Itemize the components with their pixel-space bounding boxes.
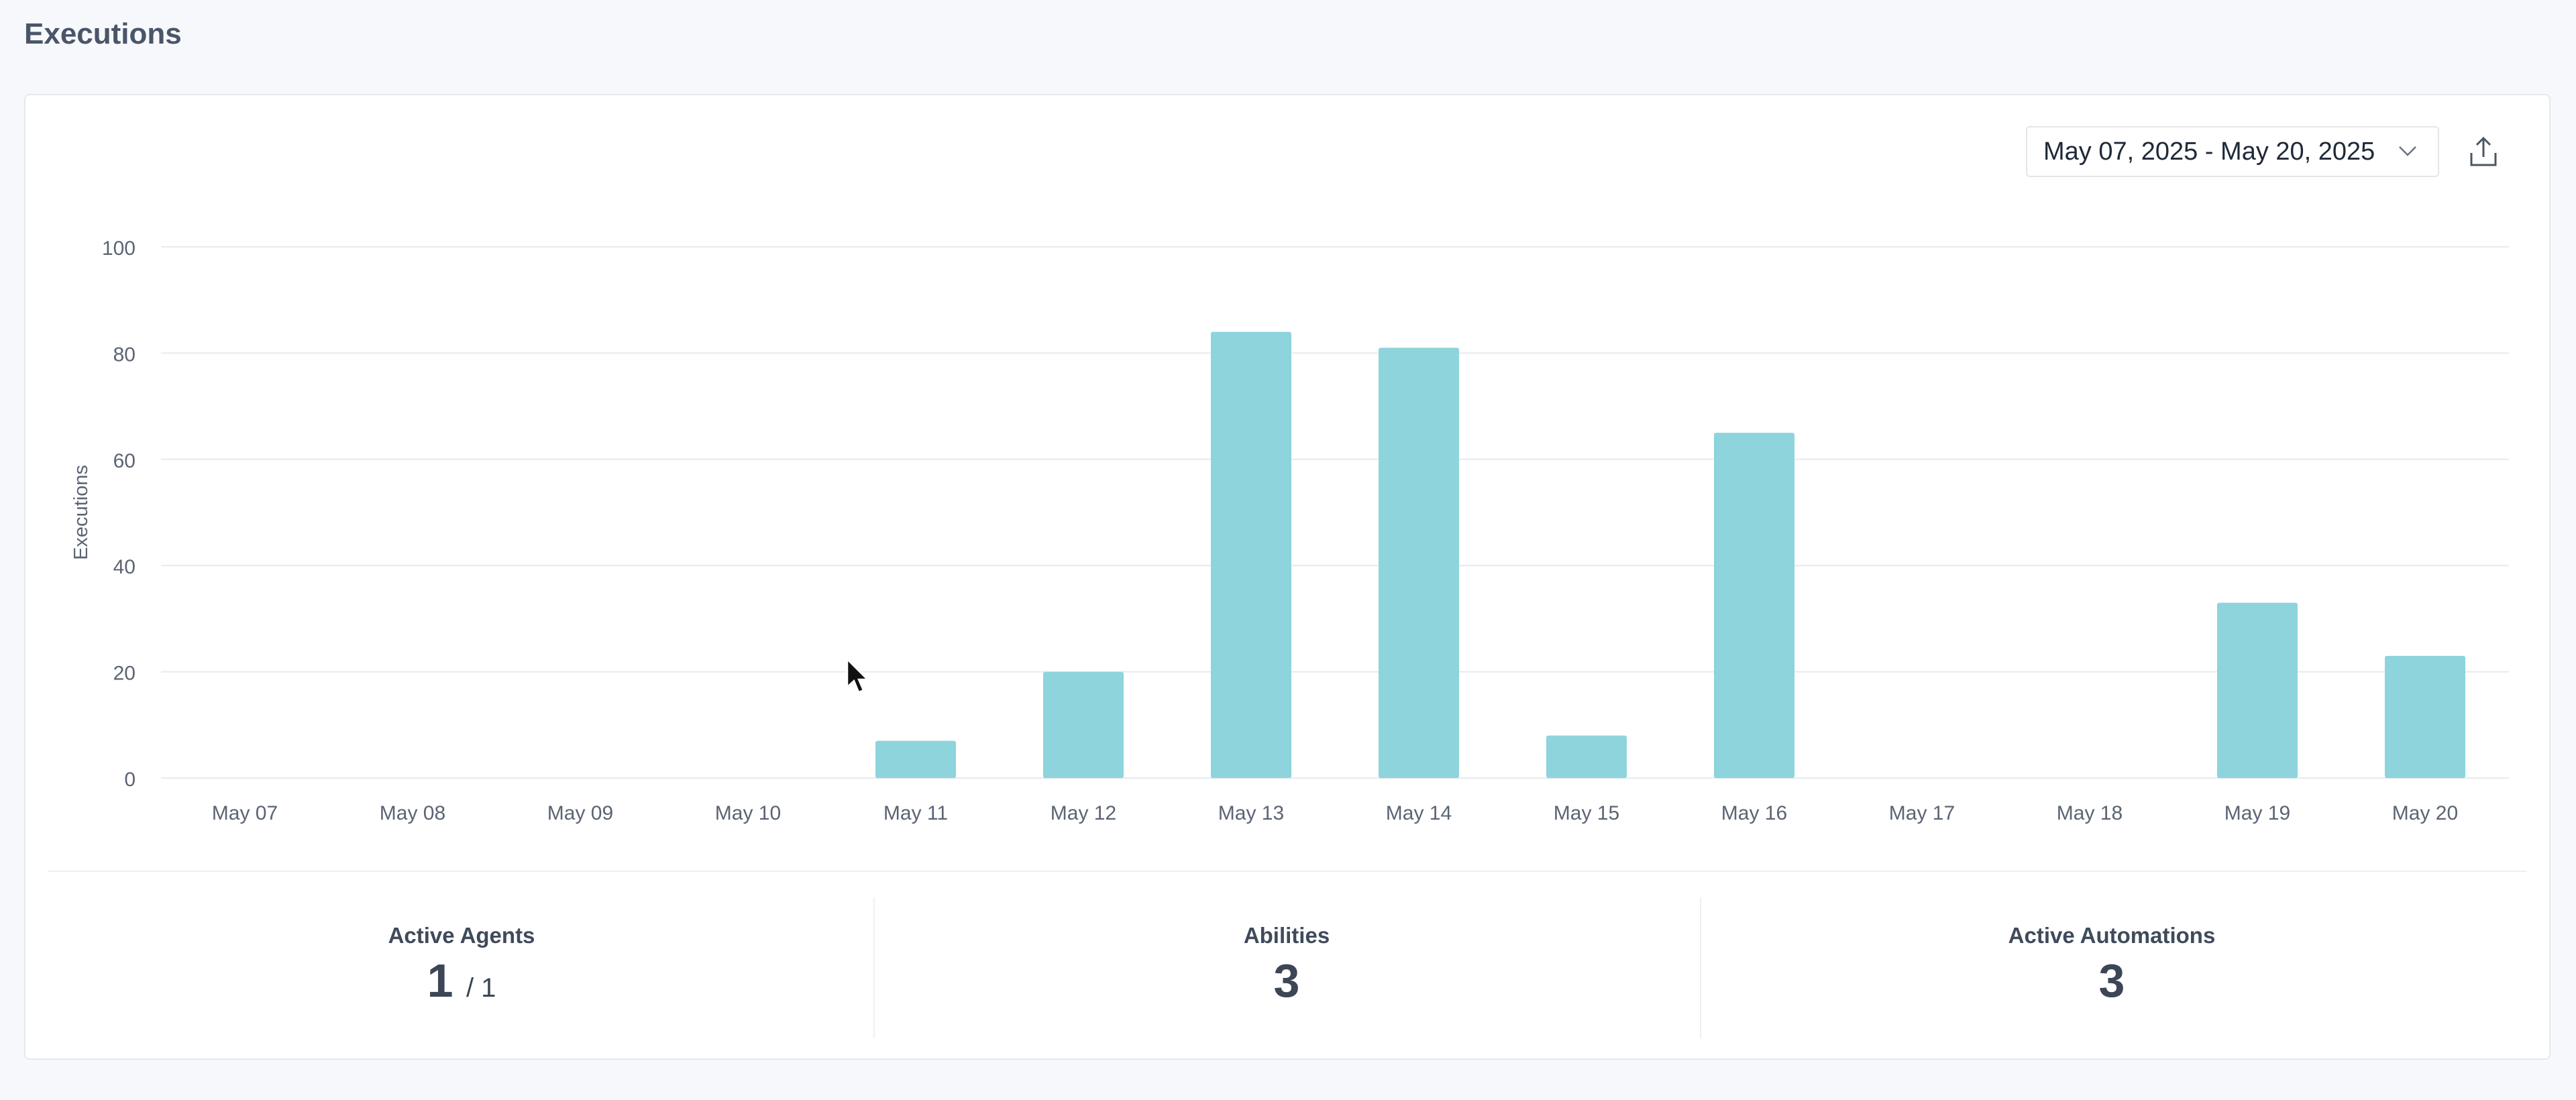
bar-may-14: [1379, 347, 1459, 778]
stat-value: 1 / 1: [126, 954, 797, 1007]
bar-may-16: [1714, 433, 1794, 778]
x-tick-label: May 19: [2224, 802, 2290, 824]
bar-may-11: [875, 740, 956, 778]
x-tick-label: May 09: [547, 802, 613, 824]
stats-divider: [48, 871, 2526, 872]
x-tick-label: May 11: [883, 802, 948, 824]
page-title: Executions: [24, 17, 182, 50]
bar-may-15: [1546, 735, 1627, 778]
stats-column-divider: [1700, 897, 1701, 1038]
stat-label: Active Agents: [388, 923, 535, 948]
stat-active-agents: Active Agents 1 / 1: [126, 923, 797, 1007]
x-tick-label: May 18: [2057, 802, 2123, 824]
x-tick-label: May 16: [1721, 802, 1787, 824]
date-range-value: May 07, 2025 - May 20, 2025: [2043, 137, 2375, 166]
export-upload-icon: [2470, 136, 2497, 166]
y-tick-label: 60: [113, 450, 136, 472]
date-range-picker[interactable]: May 07, 2025 - May 20, 2025: [2026, 126, 2439, 177]
x-tick-label: May 13: [1218, 802, 1284, 824]
export-button[interactable]: [2466, 131, 2501, 172]
y-tick-label: 20: [113, 663, 136, 685]
executions-bar-chart: 0 20 40 60 80 100 Executions May 07 May 08 May 09…: [70, 237, 2509, 824]
x-tick-label: May 15: [1554, 802, 1619, 824]
bar-may-13: [1211, 331, 1291, 779]
x-tick-label: May 20: [2392, 802, 2458, 824]
y-axis-label: Executions: [70, 465, 92, 560]
y-tick-label: 80: [113, 343, 136, 366]
x-tick-label: May 14: [1386, 802, 1452, 824]
chevron-down-icon: [2399, 146, 2416, 156]
bar-may-19: [2217, 602, 2298, 778]
stat-value: 3: [1273, 954, 1300, 1007]
x-tick-label: May 07: [212, 802, 278, 824]
x-tick-label: May 17: [1889, 802, 1955, 824]
bar-may-20: [2385, 655, 2465, 778]
stat-abilities: Abilities 3: [951, 923, 1622, 1007]
x-tick-label: May 08: [380, 802, 445, 824]
bar-may-12: [1043, 671, 1124, 778]
mouse-cursor-icon: [846, 657, 869, 694]
stat-value-total: / 1: [466, 973, 496, 1003]
stat-label: Abilities: [1243, 923, 1330, 948]
stat-active-automations: Active Automations 3: [1776, 923, 2447, 1007]
stat-label: Active Automations: [2008, 923, 2216, 948]
y-tick-label: 100: [102, 237, 136, 260]
x-tick-label: May 12: [1051, 802, 1116, 824]
y-tick-label: 40: [113, 556, 136, 578]
stat-value-number: 1: [427, 954, 453, 1007]
y-tick-label: 0: [124, 769, 136, 791]
x-tick-label: May 10: [715, 802, 781, 824]
stat-value: 3: [2098, 954, 2125, 1007]
stats-column-divider: [873, 897, 875, 1038]
